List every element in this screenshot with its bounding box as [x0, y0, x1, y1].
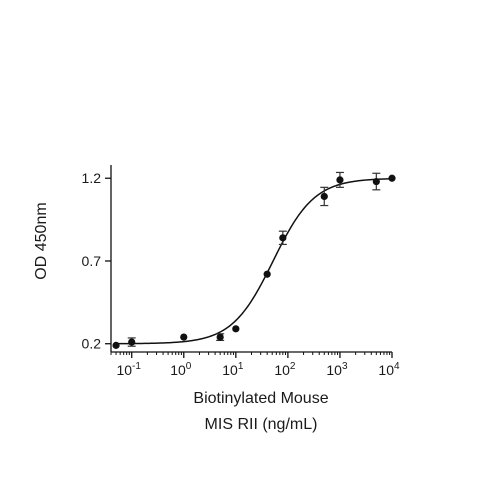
x-tick-label: 101 — [222, 361, 244, 378]
data-point — [180, 333, 188, 341]
data-points — [112, 174, 396, 349]
x-tick-label: 100 — [170, 361, 192, 378]
fit-curve — [116, 178, 393, 345]
y-tick-label: 0.2 — [82, 336, 102, 352]
data-point — [279, 234, 287, 242]
data-point — [388, 174, 396, 182]
y-axis-title: OD 450nm — [33, 202, 50, 279]
data-point — [372, 177, 380, 186]
x-axis-title-line-1: Biotinylated Mouse — [193, 390, 328, 407]
error-bars — [127, 171, 381, 347]
x-tick-label: 103 — [326, 361, 348, 378]
x-tick-label: 102 — [274, 361, 296, 378]
y-tick-label: 1.2 — [82, 170, 102, 186]
data-point — [320, 192, 328, 201]
x-axis-title-line-2: MIS RII (ng/mL) — [205, 416, 318, 433]
data-point — [263, 270, 271, 278]
data-point — [216, 333, 224, 341]
y-tick-label: 0.7 — [82, 253, 102, 269]
data-point — [128, 338, 136, 346]
data-point — [232, 325, 240, 333]
x-tick-label: 10-1 — [116, 361, 141, 378]
x-tick-label: 104 — [378, 361, 400, 378]
data-point — [336, 176, 344, 184]
x-axis-ticks: 10-1 100 101 102 103 104 — [110, 352, 400, 378]
y-axis-ticks: 0.2 0.7 1.2 — [82, 170, 111, 352]
axes — [110, 165, 392, 353]
data-point — [112, 341, 120, 349]
